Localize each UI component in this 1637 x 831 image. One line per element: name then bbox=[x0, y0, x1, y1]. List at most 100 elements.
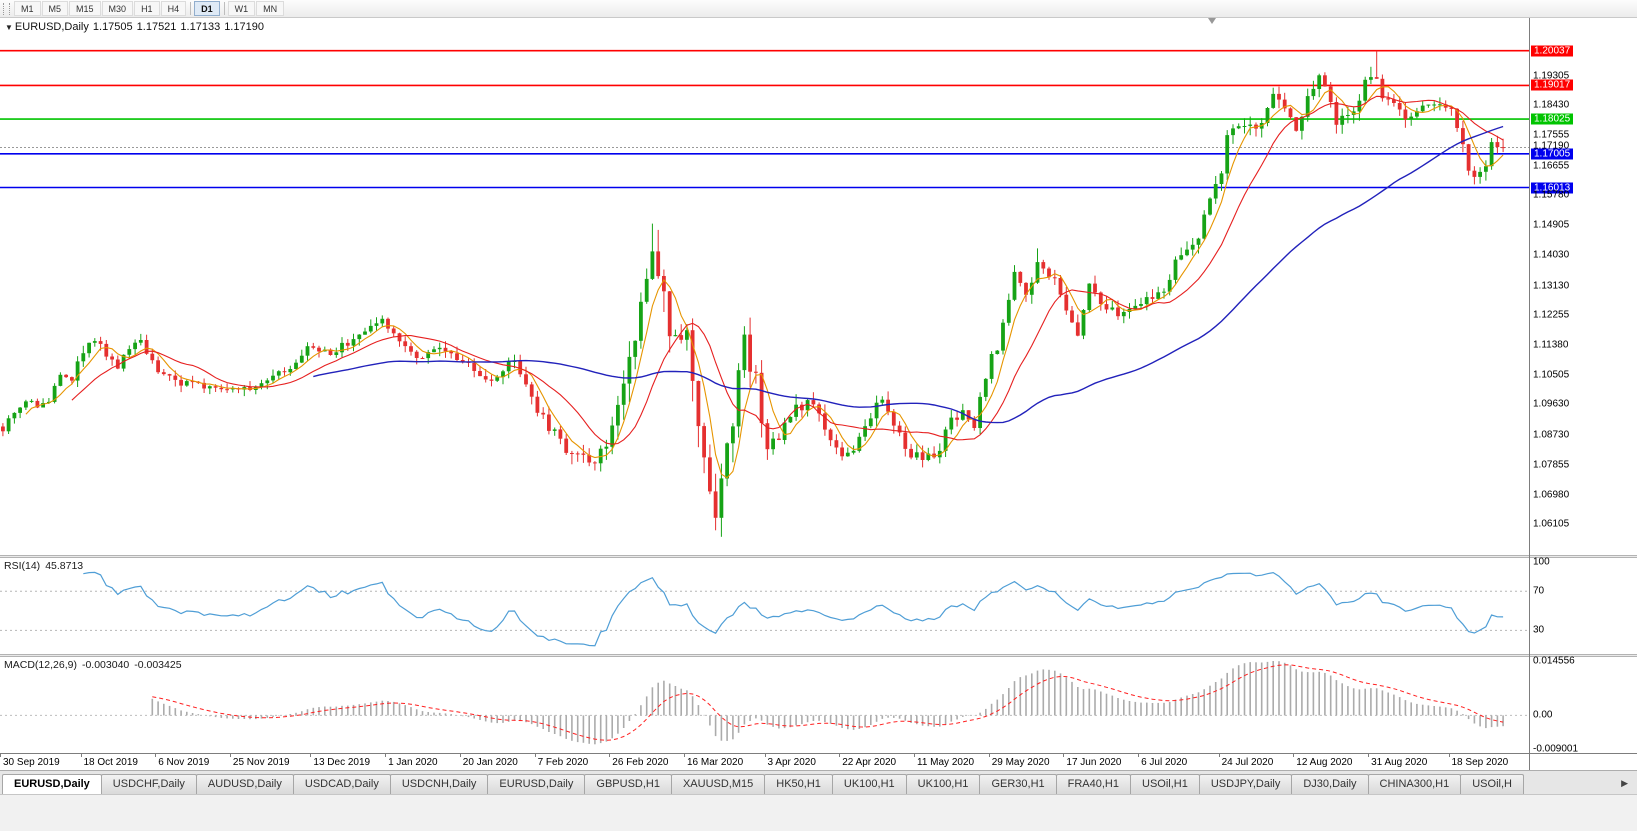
macd-name: MACD(12,26,9) bbox=[4, 659, 77, 671]
price-axis-label: 1.16013 bbox=[1531, 182, 1574, 193]
rsi-chart bbox=[0, 571, 1529, 647]
price-axis-label: 1.09630 bbox=[1533, 398, 1570, 410]
candlestick-chart[interactable] bbox=[0, 18, 1529, 555]
chart-window: ▼ EURUSD,Daily 1.17505 1.17521 1.17133 1.1719… bbox=[0, 18, 1637, 770]
toolbar-separator bbox=[223, 2, 225, 15]
time-axis-label: 1 Jan 2020 bbox=[388, 757, 438, 768]
time-axis-tick bbox=[839, 754, 841, 757]
chart-tab-xauusd-m15[interactable]: XAUUSD,M15 bbox=[670, 774, 766, 794]
time-axis-tick bbox=[609, 754, 611, 757]
tab-scroll-right-button[interactable]: ▶ bbox=[1621, 778, 1628, 788]
chart-tab-uk100-h1[interactable]: UK100,H1 bbox=[905, 774, 981, 794]
chart-tab-usdchf-daily[interactable]: USDCHF,Daily bbox=[100, 774, 197, 794]
chart-tab-dj30-daily[interactable]: DJ30,Daily bbox=[1291, 774, 1369, 794]
price-axis-label: 1.15780 bbox=[1533, 189, 1570, 201]
price-axis[interactable]: 1.20037 1.19305 1.19017 1.18430 1.18025 1.175… bbox=[1529, 18, 1637, 770]
rsi-axis-label: 70 bbox=[1533, 585, 1545, 597]
price-chart-panel[interactable]: ▼ EURUSD,Daily 1.17505 1.17521 1.17133 1.1719… bbox=[0, 18, 1637, 555]
price-axis-label: 1.19305 bbox=[1533, 70, 1570, 82]
time-axis-label: 6 Nov 2019 bbox=[158, 757, 210, 768]
price-axis-label: 1.18025 bbox=[1531, 113, 1574, 125]
timeframe-button-m1[interactable]: M1 bbox=[14, 1, 41, 16]
price-axis-label: 1.17555 bbox=[1533, 129, 1570, 141]
time-axis-tick bbox=[534, 754, 536, 757]
chart-tab-uk100-h1[interactable]: UK100,H1 bbox=[831, 774, 907, 794]
rsi-label: RSI(14) 45.8713 bbox=[4, 560, 88, 572]
chart-tab-usoil-h1[interactable]: USOil,H1 bbox=[1130, 774, 1200, 794]
price-axis-label: 1.16655 bbox=[1533, 160, 1570, 172]
chart-tab-china300-h1[interactable]: CHINA300,H1 bbox=[1367, 774, 1462, 794]
timeframes-toolbar: M1 M5 M15 M30 H1 H4 D1 W1 MN bbox=[0, 0, 1637, 18]
rsi-value: 45.8713 bbox=[45, 560, 84, 572]
timeframe-button-group: M1 M5 M15 M30 H1 H4 D1 W1 MN bbox=[14, 0, 285, 17]
macd-axis-label: -0.009001 bbox=[1533, 743, 1579, 755]
macd-indicator-panel[interactable]: MACD(12,26,9) -0.003040 -0.003425 bbox=[0, 657, 1637, 753]
status-bar bbox=[0, 794, 1637, 831]
timeframe-button-mn[interactable]: MN bbox=[256, 1, 285, 16]
chart-tab-usoil-h[interactable]: USOil,H bbox=[1460, 774, 1524, 794]
macd-chart bbox=[0, 661, 1529, 745]
time-axis-tick bbox=[310, 754, 312, 757]
panel-separator[interactable] bbox=[0, 654, 1637, 657]
timeframe-button-m5[interactable]: M5 bbox=[41, 1, 69, 16]
time-axis-label: 18 Oct 2019 bbox=[83, 757, 138, 768]
time-axis-tick bbox=[914, 754, 915, 757]
price-axis-label: 1.14030 bbox=[1533, 249, 1570, 261]
timeframe-button-w1[interactable]: W1 bbox=[227, 1, 256, 16]
time-axis-tick bbox=[229, 754, 231, 757]
price-axis-label: 1.14905 bbox=[1533, 219, 1570, 231]
timeframe-button-h1[interactable]: H1 bbox=[134, 1, 160, 16]
time-axis-label: 29 May 2020 bbox=[991, 757, 1050, 768]
chart-tab-usdcad-daily[interactable]: USDCAD,Daily bbox=[292, 774, 391, 794]
time-axis-label: 13 Dec 2019 bbox=[313, 757, 371, 768]
time-axis-label: 20 Jan 2020 bbox=[462, 757, 518, 768]
rsi-name: RSI(14) bbox=[4, 560, 41, 572]
time-axis-label: 18 Sep 2020 bbox=[1451, 757, 1509, 768]
rsi-indicator-panel[interactable]: RSI(14) 45.8713 bbox=[0, 558, 1637, 654]
time-axis-tick bbox=[80, 754, 82, 757]
chart-dropdown-icon[interactable]: ▼ bbox=[5, 23, 13, 32]
time-axis-tick bbox=[385, 754, 387, 757]
time-axis-tick bbox=[0, 754, 1, 757]
time-axis-label: 31 Aug 2020 bbox=[1371, 757, 1428, 768]
timeframe-button-m30[interactable]: M30 bbox=[101, 1, 134, 16]
chart-tab-fra40-h1[interactable]: FRA40,H1 bbox=[1055, 774, 1131, 794]
chart-tab-usdcnh-daily[interactable]: USDCNH,Daily bbox=[389, 774, 489, 794]
chart-tab-eurusd-daily[interactable]: EURUSD,Daily bbox=[2, 774, 102, 794]
chart-tab-ger30-h1[interactable]: GER30,H1 bbox=[979, 774, 1057, 794]
price-axis-label: 1.13130 bbox=[1533, 280, 1570, 291]
time-axis-label: 3 Apr 2020 bbox=[767, 757, 816, 768]
chart-tab-hk50-h1[interactable]: HK50,H1 bbox=[764, 774, 833, 794]
price-axis-label: 1.17190 bbox=[1533, 140, 1570, 151]
chart-tab-eurusd-daily[interactable]: EURUSD,Daily bbox=[487, 774, 586, 794]
panel-separator[interactable] bbox=[0, 555, 1637, 558]
price-axis-label: 1.11380 bbox=[1533, 339, 1569, 351]
chart-tabs: EURUSD,Daily USDCHF,Daily AUDUSD,Daily USDC… bbox=[2, 773, 1524, 794]
time-axis[interactable]: 30 Sep 2019 18 Oct 2019 6 Nov 2019 25 Nov 2… bbox=[0, 753, 1637, 770]
timeframe-button-d1[interactable]: D1 bbox=[194, 1, 220, 16]
time-axis-tick bbox=[1218, 754, 1220, 757]
timeframe-button-m15[interactable]: M15 bbox=[69, 1, 101, 16]
chart-tab-bar: EURUSD,Daily USDCHF,Daily AUDUSD,Daily USDC… bbox=[0, 770, 1637, 794]
time-axis-tick bbox=[1293, 754, 1295, 757]
toolbar-separator bbox=[190, 2, 192, 15]
time-axis-label: 6 Jul 2020 bbox=[1141, 757, 1188, 768]
macd-signal-value: -0.003425 bbox=[134, 659, 182, 671]
price-axis-label: 1.07855 bbox=[1533, 459, 1570, 471]
toolbar-grip-handle[interactable] bbox=[3, 2, 10, 15]
chart-tab-gbpusd-h1[interactable]: GBPUSD,H1 bbox=[584, 774, 672, 794]
ohlc-close: 1.17190 bbox=[224, 21, 264, 33]
price-axis-label: 1.08730 bbox=[1533, 429, 1570, 441]
chart-title: ▼ EURUSD,Daily 1.17505 1.17521 1.17133 1.1719… bbox=[5, 21, 268, 33]
ohlc-open: 1.17505 bbox=[92, 21, 133, 33]
price-axis-label: 1.17005 bbox=[1531, 148, 1574, 160]
time-axis-tick bbox=[1063, 754, 1065, 757]
time-axis-tick bbox=[684, 754, 685, 757]
time-axis-label: 11 May 2020 bbox=[917, 757, 975, 768]
chart-tab-usdjpy-daily[interactable]: USDJPY,Daily bbox=[1198, 774, 1293, 794]
chart-shift-marker-icon[interactable] bbox=[1208, 18, 1216, 24]
time-axis-label: 26 Feb 2020 bbox=[612, 757, 669, 768]
chart-tab-audusd-daily[interactable]: AUDUSD,Daily bbox=[195, 774, 294, 794]
timeframe-button-h4[interactable]: H4 bbox=[160, 1, 187, 16]
